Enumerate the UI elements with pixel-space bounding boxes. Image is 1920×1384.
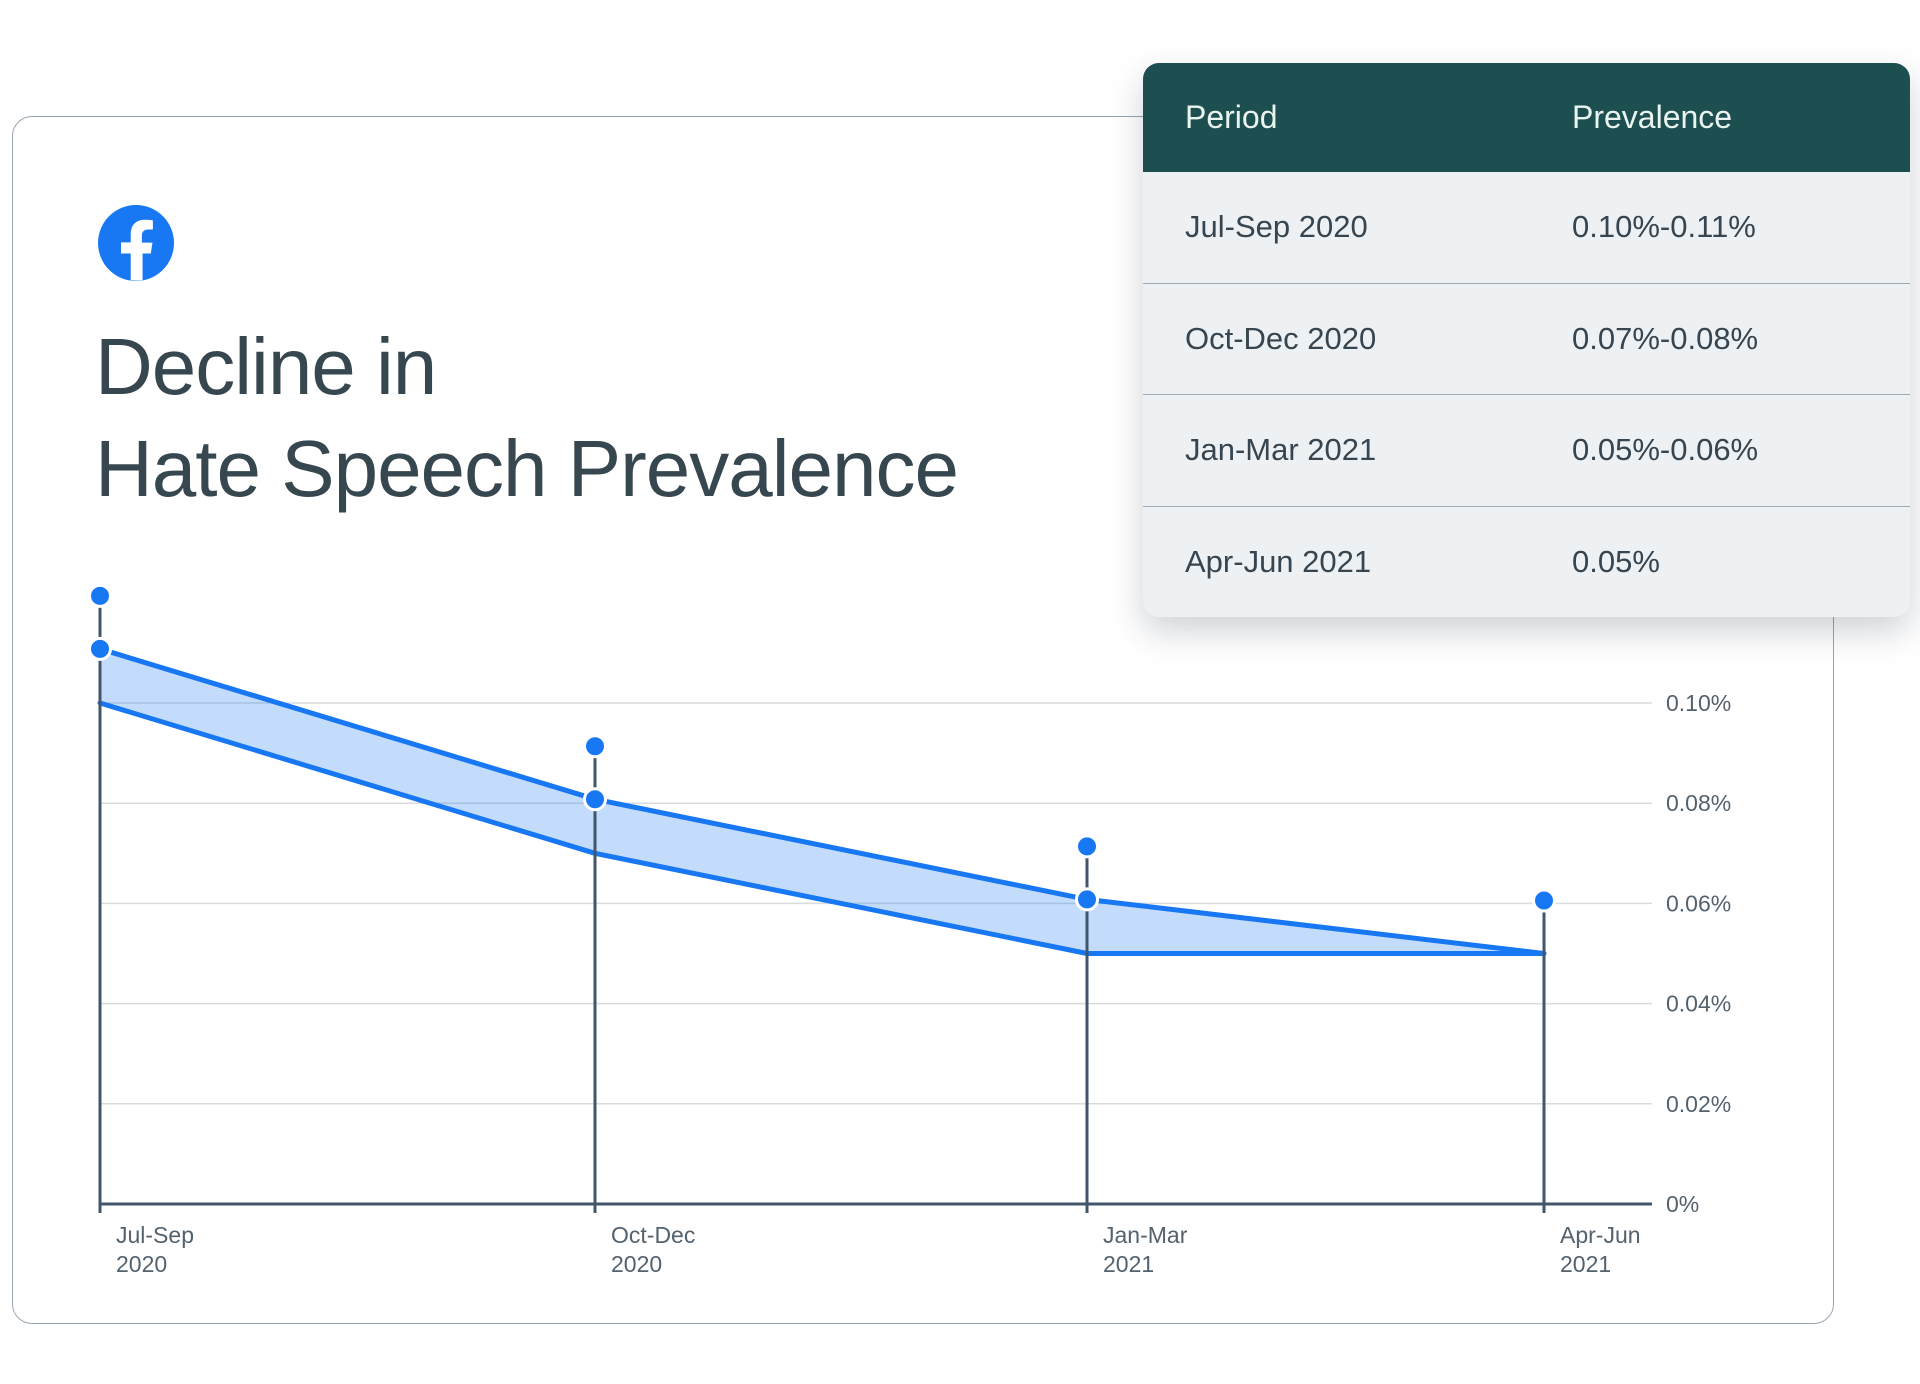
- prevalence-table: Period Prevalence Jul-Sep 2020 0.10%-0.11…: [1143, 63, 1910, 617]
- table-header-prevalence: Prevalence: [1572, 99, 1733, 135]
- period-cell: Jan-Mar 2021: [1185, 432, 1377, 468]
- y-tick-label: 0.08%: [1666, 790, 1731, 816]
- title-line-2: Hate Speech Prevalence: [95, 424, 959, 513]
- y-tick-label: 0.04%: [1666, 991, 1731, 1017]
- y-tick-label: 0.10%: [1666, 690, 1731, 716]
- y-tick-label: 0.06%: [1666, 890, 1731, 916]
- x-axis-label: Jan-Mar 2021: [1103, 1222, 1188, 1277]
- x-axis-label: Apr-Jun 2021: [1560, 1222, 1641, 1277]
- data-point-dot: [583, 787, 607, 812]
- page-title: Decline in Hate Speech Prevalence: [95, 316, 959, 520]
- table-header-row: Period Prevalence: [1143, 63, 1910, 172]
- band-upper-line: [97, 646, 1547, 956]
- band-lower-line: [97, 700, 1547, 956]
- x-axis-label: Jul-Sep 2020: [116, 1222, 194, 1277]
- prevalence-cell: 0.05%-0.06%: [1572, 432, 1759, 468]
- prevalence-cell: 0.10%-0.11%: [1572, 209, 1756, 245]
- period-cell: Oct-Dec 2020: [1185, 320, 1377, 356]
- y-tick-label: 0%: [1666, 1191, 1699, 1217]
- table-header-period: Period: [1185, 99, 1278, 135]
- table-body: Jul-Sep 2020 0.10%-0.11% Oct-Dec 2020 0.07%…: [1143, 172, 1910, 617]
- data-point-dot: [1532, 888, 1556, 913]
- x-axis-label: Oct-Dec 2020: [611, 1222, 695, 1277]
- data-point-dot: [1075, 834, 1099, 859]
- table-row: Jan-Mar 2021 0.05%-0.06%: [1143, 394, 1910, 506]
- data-point-dot: [583, 734, 607, 759]
- table-row: Jul-Sep 2020 0.10%-0.11%: [1143, 172, 1910, 283]
- table-row: Oct-Dec 2020 0.07%-0.08%: [1143, 282, 1910, 395]
- period-cell: Apr-Jun 2021: [1185, 543, 1372, 579]
- prevalence-cell: 0.07%-0.08%: [1572, 320, 1759, 356]
- title-line-1: Decline in: [95, 322, 437, 411]
- prevalence-band: [100, 648, 1544, 954]
- prevalence-cell: 0.05%: [1572, 543, 1660, 579]
- table-row: Apr-Jun 2021 0.05%: [1143, 505, 1910, 618]
- y-tick-label: 0.02%: [1666, 1091, 1731, 1117]
- data-point-dot: [88, 583, 112, 608]
- facebook-logo-icon: [98, 205, 174, 281]
- data-point-dot: [1075, 887, 1099, 912]
- period-cell: Jul-Sep 2020: [1185, 209, 1368, 245]
- data-point-dot: [88, 636, 112, 661]
